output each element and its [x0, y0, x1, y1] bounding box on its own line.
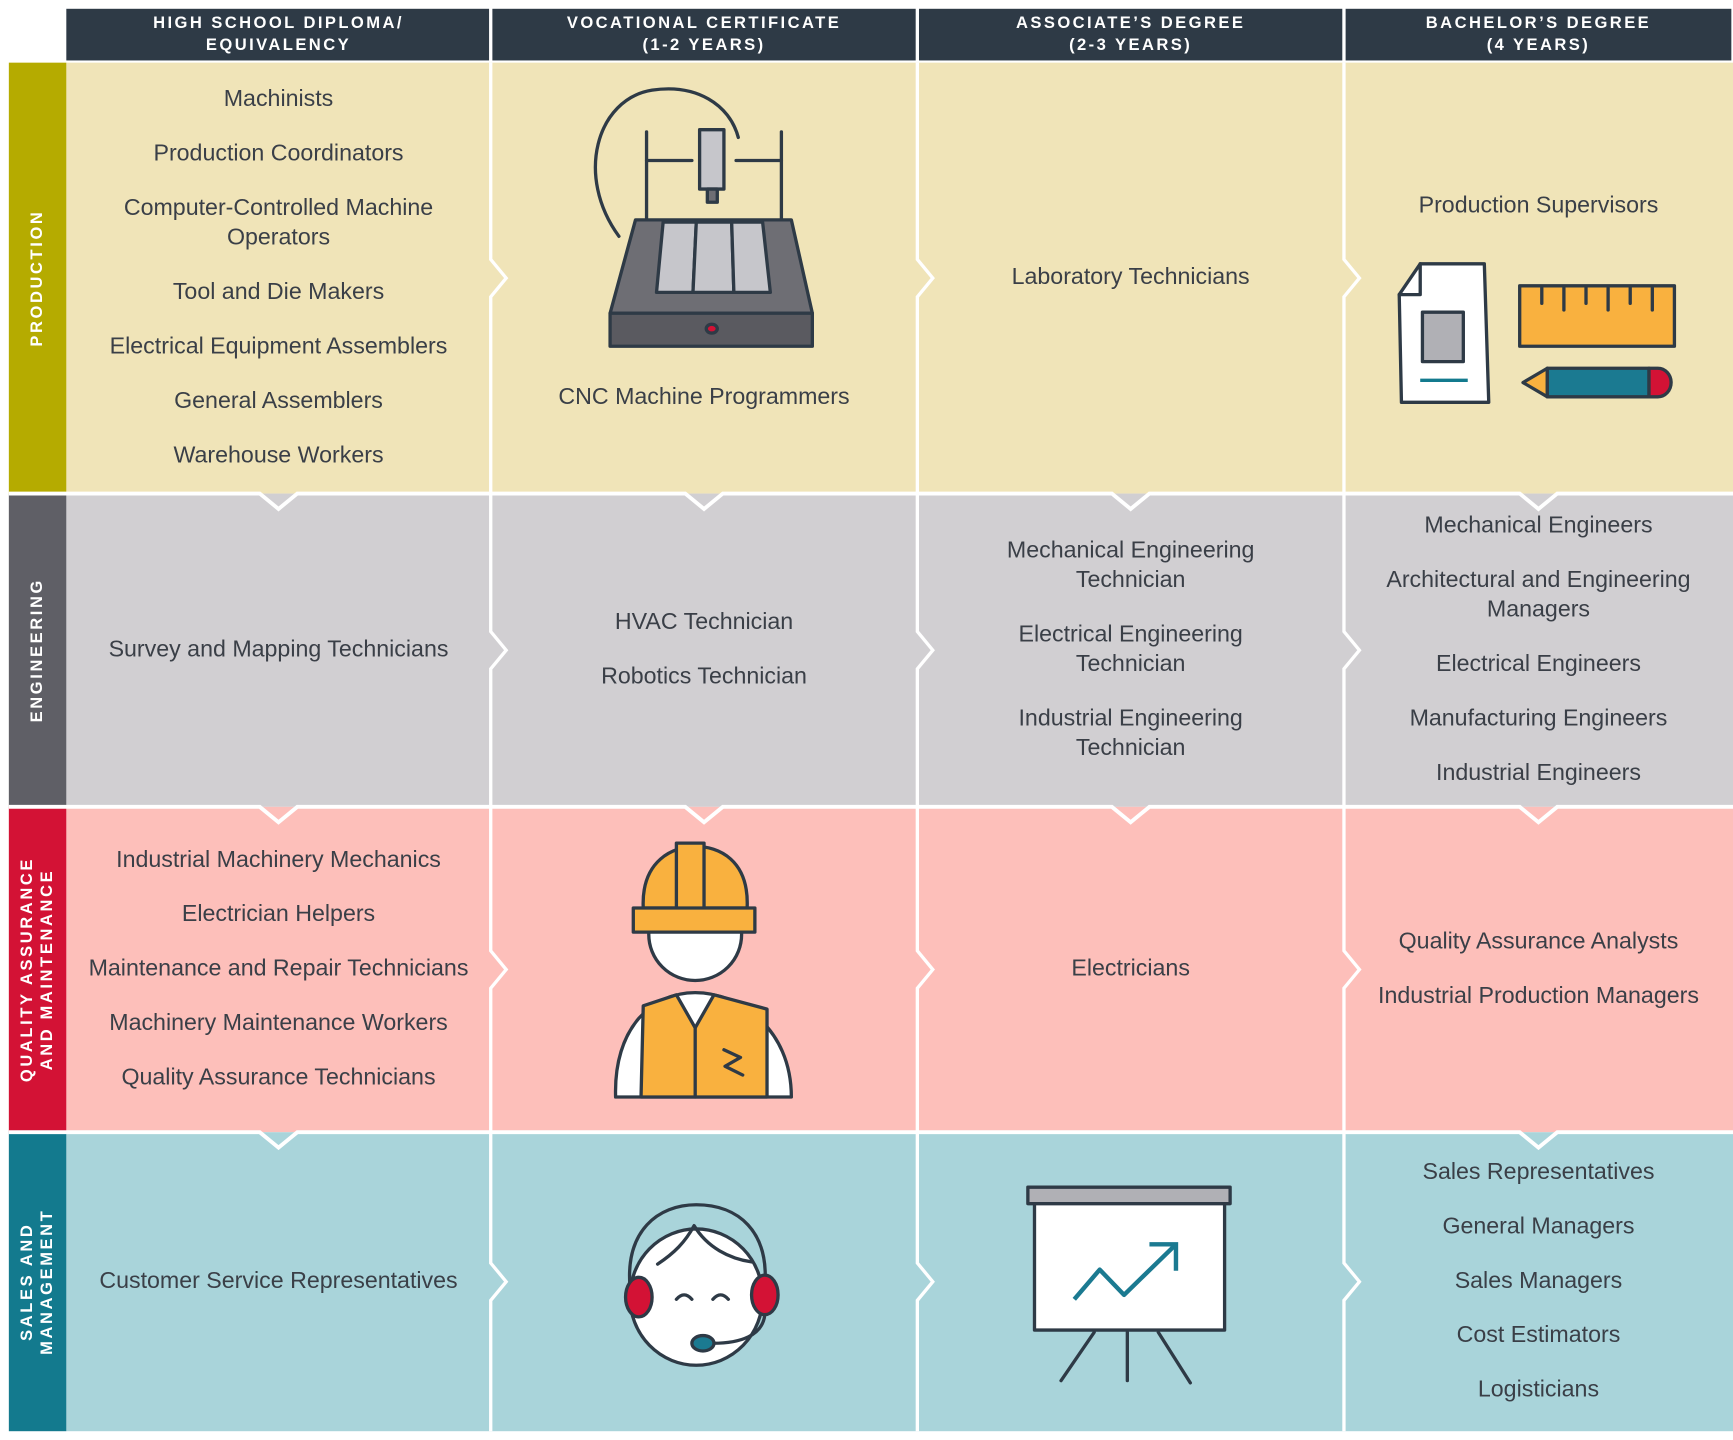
row-background [66, 806, 1733, 1133]
row-tab [8, 493, 67, 807]
backgrounds [8, 8, 1733, 1432]
job-title: Electrical Engineering [1019, 621, 1243, 647]
column-divider [1342, 62, 1362, 494]
column-header: VOCATIONAL CERTIFICATE [567, 13, 841, 32]
job-title: General Managers [1442, 1212, 1634, 1238]
separators [8, 62, 1733, 1432]
column-divider [915, 62, 935, 494]
column-divider [1342, 806, 1362, 1133]
job-title: Technician [1076, 566, 1186, 592]
job-title: Electrical Engineers [1436, 650, 1641, 676]
column-divider [915, 493, 935, 807]
column-divider [489, 493, 509, 807]
job-title: Survey and Mapping Technicians [109, 635, 449, 661]
row-background [66, 1132, 1733, 1432]
labels: HIGH SCHOOL DIPLOMA/EQUIVALENCY VOCATIONA… [17, 13, 1699, 1402]
header-cell [492, 8, 916, 61]
row-divider [8, 1130, 1733, 1151]
row-label: AND MAINTENANCE [37, 869, 56, 1071]
job-title: Sales Representatives [1422, 1158, 1654, 1184]
job-title: Quality Assurance Analysts [1399, 927, 1679, 953]
job-title: Production Supervisors [1419, 192, 1659, 218]
job-title: Logisticians [1478, 1376, 1599, 1402]
job-title: Tool and Die Makers [173, 278, 384, 304]
row-label: QUALITY ASSURANCE [17, 857, 36, 1082]
job-title: Customer Service Representatives [99, 1267, 457, 1293]
job-title: Managers [1487, 596, 1590, 622]
column-header: (2-3 YEARS) [1069, 35, 1192, 54]
row-label: MANAGEMENT [37, 1209, 56, 1355]
job-title: Mechanical Engineering [1007, 536, 1254, 562]
job-title: Warehouse Workers [173, 441, 383, 467]
column-divider [489, 62, 509, 494]
job-title: Cost Estimators [1457, 1321, 1621, 1347]
job-title: Technician [1076, 650, 1186, 676]
job-title: Electrical Equipment Assemblers [110, 333, 448, 359]
column-header: (4 YEARS) [1487, 35, 1590, 54]
column-header: HIGH SCHOOL DIPLOMA/ [153, 13, 404, 32]
column-header: ASSOCIATE’S DEGREE [1016, 13, 1245, 32]
job-title: Manufacturing Engineers [1410, 705, 1668, 731]
row-label: PRODUCTION [27, 210, 46, 347]
job-title: Architectural and Engineering [1386, 566, 1690, 592]
row-label: SALES AND [17, 1223, 36, 1341]
column-divider [1342, 1132, 1362, 1432]
headset-icon [623, 1203, 780, 1367]
job-title: Quality Assurance Technicians [121, 1064, 435, 1090]
job-title: Operators [227, 224, 330, 250]
column-divider [915, 1132, 935, 1432]
column-divider [489, 806, 509, 1133]
presentation-icon [1026, 1185, 1232, 1385]
row-tab [8, 1132, 67, 1432]
column-divider [489, 1132, 509, 1432]
job-title: Industrial Machinery Mechanics [116, 846, 441, 872]
job-title: HVAC Technician [615, 608, 793, 634]
job-title: Industrial Engineers [1436, 759, 1641, 785]
column-header: (1-2 YEARS) [642, 35, 765, 54]
column-divider [1342, 493, 1362, 807]
job-title: Production Coordinators [153, 140, 403, 166]
column-header: EQUIVALENCY [206, 35, 351, 54]
header-cell [918, 8, 1343, 61]
row-background [66, 493, 1733, 807]
job-title: Technician [1076, 734, 1186, 760]
job-title: Machinery Maintenance Workers [109, 1009, 448, 1035]
job-title: Industrial Production Managers [1378, 982, 1699, 1008]
job-title: Industrial Engineering [1019, 705, 1243, 731]
job-title: Sales Managers [1455, 1267, 1623, 1293]
job-title: Electrician Helpers [182, 900, 375, 926]
job-title: Maintenance and Repair Technicians [89, 955, 469, 981]
documents-icon [1397, 262, 1677, 404]
job-title: CNC Machine Programmers [558, 383, 849, 409]
cnc-icon [593, 87, 815, 348]
row-divider [8, 491, 1733, 512]
job-title: Electricians [1071, 955, 1190, 981]
job-title: Machinists [224, 85, 334, 111]
header-cell [66, 8, 490, 61]
job-title: Computer-Controlled Machine [124, 194, 433, 220]
icons [593, 87, 1677, 1385]
job-title: Laboratory Technicians [1012, 263, 1250, 289]
header-cell [1345, 8, 1732, 61]
job-title: General Assemblers [174, 387, 383, 413]
column-header: BACHELOR’S DEGREE [1426, 13, 1651, 32]
row-divider [8, 804, 1733, 825]
job-title: Robotics Technician [601, 663, 807, 689]
job-title: Mechanical Engineers [1424, 512, 1652, 538]
row-tab [8, 62, 67, 494]
row-label: ENGINEERING [27, 578, 46, 722]
row-tab [8, 806, 67, 1133]
column-divider [915, 806, 935, 1133]
worker-icon [613, 841, 794, 1099]
